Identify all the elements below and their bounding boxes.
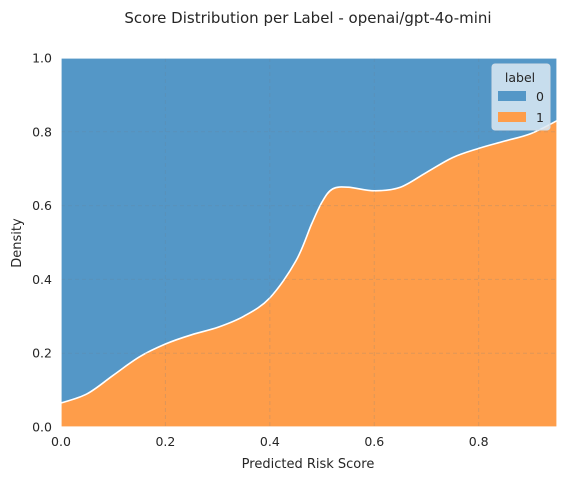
y-tick-label: 0.4 — [32, 272, 52, 287]
legend-entry-label-0: 0 — [536, 89, 544, 104]
x-axis-label: Predicted Risk Score — [242, 457, 375, 472]
y-tick-label: 0.8 — [32, 124, 52, 139]
x-tick-label: 0.6 — [364, 434, 384, 449]
legend-swatch-label-0 — [498, 91, 526, 101]
legend-entry-label-1: 1 — [536, 110, 544, 125]
plot-area — [60, 57, 558, 428]
x-axis-ticks: 0.0 0.2 0.4 0.6 0.8 — [51, 434, 489, 449]
boundary-line — [60, 119, 558, 404]
area-label-1 — [61, 120, 557, 427]
legend-swatch-label-1 — [498, 112, 526, 122]
legend: label 0 1 — [491, 63, 551, 131]
area-label-0 — [61, 58, 557, 403]
plot-frame — [60, 57, 558, 428]
y-tick-label: 0.6 — [32, 198, 52, 213]
y-tick-label: 0.0 — [32, 420, 52, 435]
x-tick-label: 0.0 — [51, 434, 71, 449]
y-axis-ticks: 0.0 0.2 0.4 0.6 0.8 1.0 — [32, 51, 52, 435]
y-tick-label: 1.0 — [32, 51, 52, 66]
x-tick-label: 0.8 — [469, 434, 489, 449]
x-tick-label: 0.4 — [260, 434, 280, 449]
y-axis-label: Density — [10, 218, 25, 268]
chart-title: Score Distribution per Label - openai/gp… — [124, 9, 491, 27]
y-tick-label: 0.2 — [32, 346, 52, 361]
legend-title: label — [505, 70, 535, 85]
x-tick-label: 0.2 — [155, 434, 175, 449]
